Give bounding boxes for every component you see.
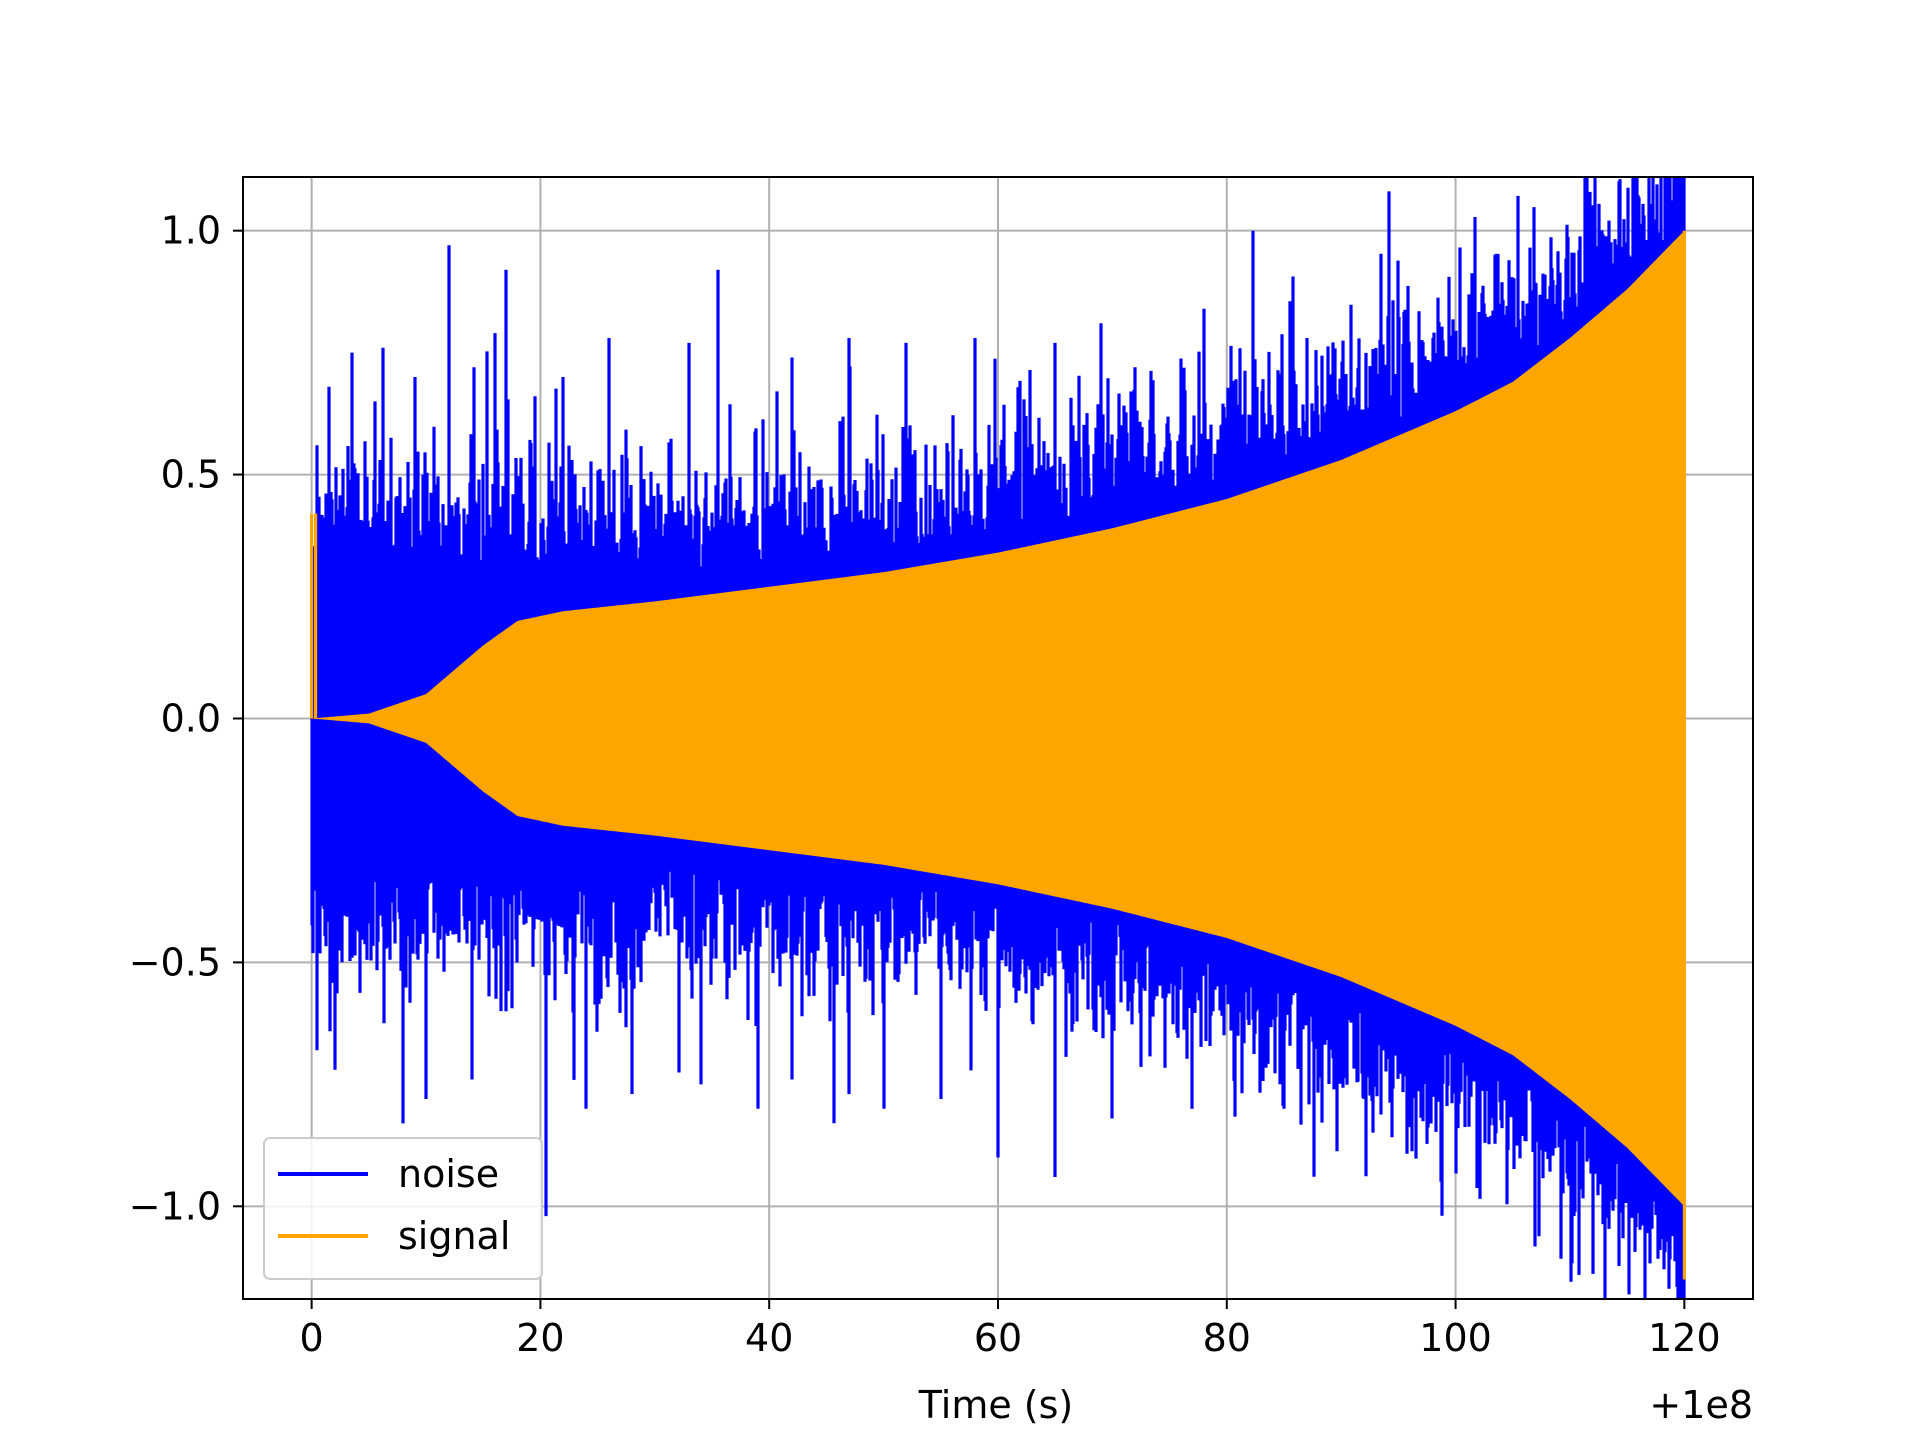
x-tick-label: 80 [1203, 1316, 1251, 1360]
plot-content [310, 177, 1686, 1299]
x-tick-label: 100 [1419, 1316, 1492, 1360]
series-signal-edges [310, 230, 1686, 1280]
y-tick-label: −1.0 [129, 1184, 221, 1228]
x-tick-label: 0 [300, 1316, 324, 1360]
x-offset-label: +1e8 [1649, 1383, 1753, 1427]
y-tick-label: −0.5 [129, 940, 221, 984]
x-axis: 0 20 40 60 80 100 120 [300, 1299, 1721, 1360]
y-axis: −1.0 −0.5 0.0 0.5 1.0 [129, 209, 243, 1228]
y-tick-label: 0.0 [161, 696, 221, 740]
x-tick-label: 20 [516, 1316, 564, 1360]
series-signal [312, 231, 1684, 1206]
y-tick-label: 0.5 [161, 453, 221, 497]
legend: noise signal [263, 1137, 543, 1280]
x-tick-label: 40 [745, 1316, 793, 1360]
x-tick-label: 60 [974, 1316, 1022, 1360]
x-axis-label: Time (s) [918, 1383, 1074, 1427]
legend-noise-label: noise [398, 1152, 499, 1196]
legend-signal-label: signal [398, 1214, 510, 1258]
x-tick-label: 120 [1648, 1316, 1721, 1360]
y-tick-label: 1.0 [161, 209, 221, 253]
